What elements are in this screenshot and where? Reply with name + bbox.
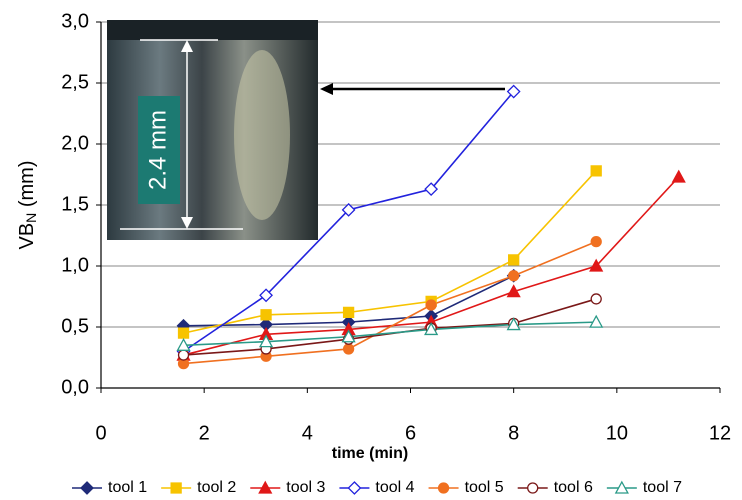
marker — [342, 306, 355, 319]
legend-label: tool 5 — [465, 479, 504, 496]
marker — [508, 270, 520, 282]
marker — [258, 334, 274, 348]
y-label-sub: N — [23, 213, 39, 223]
marker — [589, 258, 604, 272]
x-tick-label: 12 — [709, 422, 731, 444]
marker — [671, 169, 686, 183]
x-tick-label: 4 — [302, 422, 313, 444]
x-axis-label: time (min) — [332, 445, 408, 462]
x-tick-label: 0 — [95, 422, 106, 444]
y-tick-label: 0,0 — [61, 376, 89, 398]
legend-marker — [347, 481, 362, 495]
marker — [506, 284, 521, 298]
pointer-arrowhead — [320, 83, 333, 95]
marker — [424, 322, 439, 336]
marker — [590, 165, 602, 177]
y-label-unit: (mm) — [16, 160, 38, 212]
marker — [590, 235, 602, 248]
marker — [259, 288, 273, 303]
marker — [590, 293, 602, 305]
marker — [506, 317, 521, 331]
marker — [260, 309, 272, 321]
y-axis-label: VBN (mm) — [16, 160, 38, 249]
legend-label: tool 6 — [554, 479, 593, 496]
marker — [341, 329, 356, 343]
inset-photo: 2.4 mm — [107, 20, 318, 240]
legend-label: tool 3 — [286, 479, 325, 496]
x-tick-label: 6 — [405, 422, 416, 444]
legend-label: tool 2 — [197, 479, 236, 496]
legend-marker — [437, 482, 450, 494]
y-tick-label: 0,5 — [61, 315, 89, 337]
y-label-text: VB — [16, 223, 38, 250]
marker — [589, 314, 604, 328]
marker — [508, 254, 520, 266]
annotation-box — [138, 96, 180, 204]
marker — [177, 327, 190, 339]
marker — [341, 202, 356, 217]
annotation: 2.4 mm — [144, 110, 171, 190]
marker — [342, 343, 355, 355]
marker — [424, 182, 439, 197]
wear-zone — [234, 50, 290, 220]
y-tick-label: 1,5 — [61, 193, 89, 215]
legend-marker — [614, 480, 629, 494]
y-tick-label: 2,0 — [61, 132, 89, 154]
x-tick-label: 2 — [199, 422, 210, 444]
series-line — [183, 321, 597, 347]
marker — [176, 337, 191, 351]
marker — [177, 349, 190, 361]
photo-edge — [107, 20, 318, 40]
legend-marker — [170, 482, 182, 494]
legend-label: tool 7 — [643, 479, 682, 496]
legend-label: tool 1 — [108, 479, 147, 496]
series-line — [183, 170, 597, 334]
y-tick-label: 2,5 — [61, 71, 89, 93]
legend-marker — [258, 480, 273, 494]
legend-label: tool 4 — [375, 479, 414, 496]
series-line — [183, 240, 597, 365]
marker — [425, 299, 437, 311]
legend-marker — [80, 481, 94, 495]
marker — [506, 84, 521, 99]
legend-marker — [527, 482, 539, 494]
x-tick-label: 10 — [606, 422, 628, 444]
y-tick-label: 3,0 — [61, 10, 89, 32]
x-tick-label: 8 — [508, 422, 519, 444]
y-tick-label: 1,0 — [61, 254, 89, 276]
